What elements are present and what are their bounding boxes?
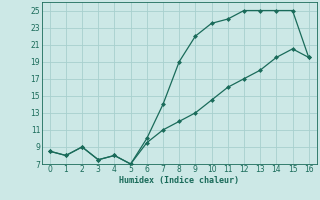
X-axis label: Humidex (Indice chaleur): Humidex (Indice chaleur) [119,176,239,185]
